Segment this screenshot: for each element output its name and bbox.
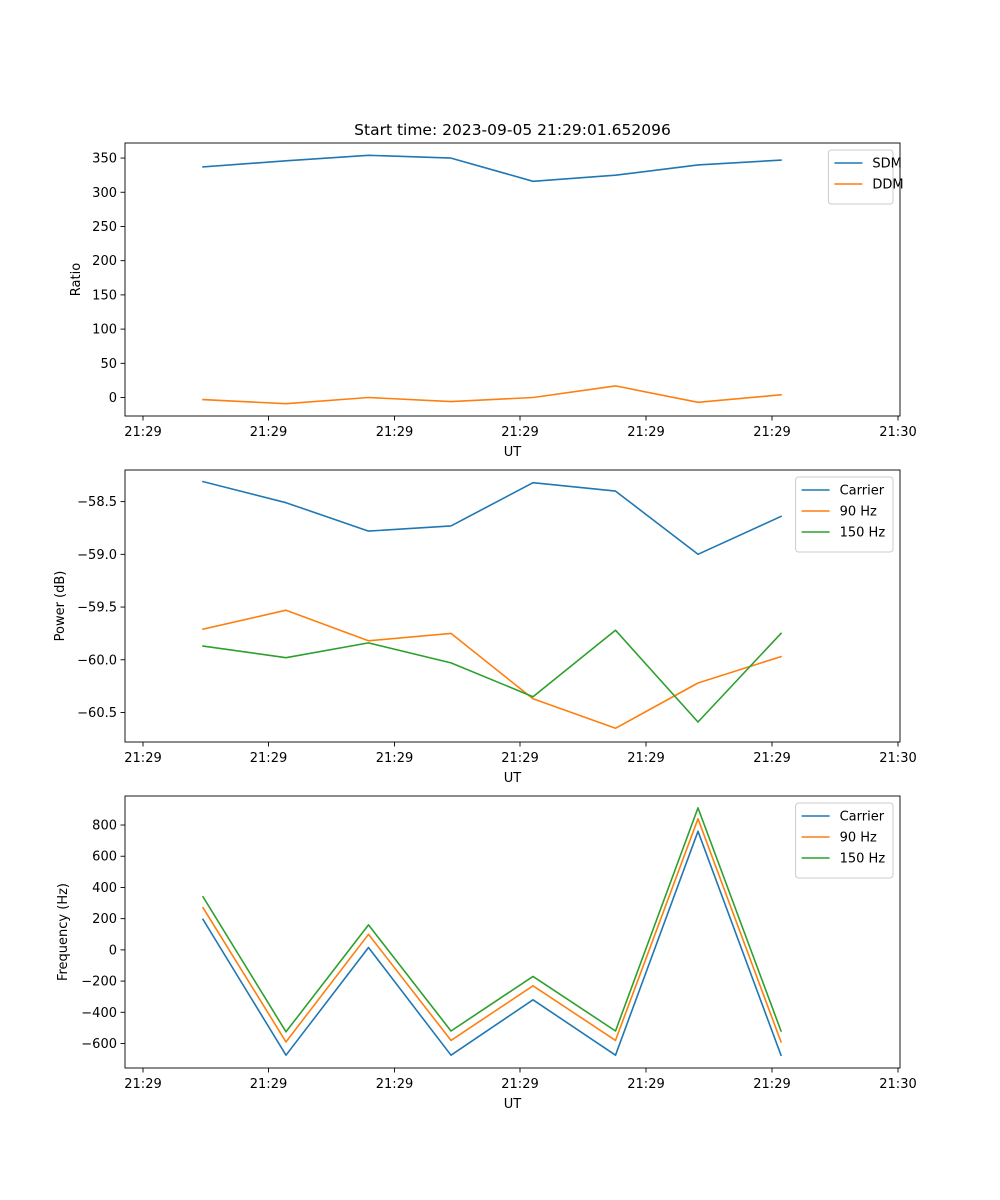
y-tick-label: −60.0 (77, 653, 117, 668)
y-tick-label: −59.0 (77, 548, 117, 563)
legend-label: Carrier (840, 810, 885, 825)
y-tick-label: 200 (92, 912, 117, 927)
x-tick-label: 21:29 (250, 1077, 287, 1092)
y-tick-label: 200 (92, 254, 117, 269)
y-tick-label: 800 (92, 819, 117, 834)
series-line-sdm (202, 154, 782, 183)
x-tick-label: 21:30 (879, 751, 916, 766)
y-tick-label: −58.5 (77, 495, 117, 510)
x-tick-label: 21:29 (501, 425, 538, 440)
y-tick-label: −59.5 (77, 601, 117, 616)
y-tick-label: 350 (92, 152, 117, 167)
y-axis-label: Frequency (Hz) (56, 883, 71, 981)
legend-label: SDM (872, 157, 901, 172)
x-tick-label: 21:29 (124, 751, 161, 766)
y-tick-label: −60.5 (77, 706, 117, 721)
chart-title: Start time: 2023-09-05 21:29:01.652096 (354, 121, 671, 139)
x-tick-label: 21:29 (250, 751, 287, 766)
y-tick-label: 100 (92, 323, 117, 338)
legend-box (795, 476, 894, 553)
series-line-ddm (202, 385, 782, 405)
y-tick-label: 300 (92, 186, 117, 201)
legend-box (795, 802, 894, 879)
legend-label: 150 Hz (840, 526, 886, 541)
legend: Carrier 90 Hz 150 Hz (795, 802, 894, 879)
series-line-150-hz (201, 807, 783, 1033)
subplot-2: 21:29 21:29 21:29 21:29 21:29 21:29 21:30 UT −58… (53, 469, 917, 786)
y-tick-label: 400 (92, 881, 117, 896)
y-tick-label: −200 (81, 975, 117, 990)
y-tick-label: −400 (81, 1006, 117, 1021)
series-line-150-hz (202, 629, 783, 723)
y-tick-label: 150 (92, 288, 117, 303)
x-tick-label: 21:29 (753, 1077, 790, 1092)
x-tick-label: 21:29 (753, 425, 790, 440)
series-line-carrier (201, 830, 783, 1057)
x-tick-label: 21:29 (753, 751, 790, 766)
x-tick-label: 21:29 (627, 1077, 664, 1092)
legend: Carrier 90 Hz 150 Hz (795, 476, 894, 553)
plot-frame (124, 795, 901, 1069)
x-tick-label: 21:29 (376, 1077, 413, 1092)
x-tick-label: 21:29 (124, 1077, 161, 1092)
x-axis-label: UT (504, 771, 522, 786)
y-tick-label: 600 (92, 850, 117, 865)
y-tick-label: 50 (100, 357, 117, 372)
x-tick-label: 21:29 (627, 751, 664, 766)
series-line-90-hz (202, 609, 783, 730)
legend-label: Carrier (840, 484, 885, 499)
legend-label: 150 Hz (840, 852, 886, 867)
y-tick-label: 0 (109, 943, 117, 958)
y-tick-label: −600 (81, 1037, 117, 1052)
x-tick-label: 21:30 (879, 425, 916, 440)
y-tick-label: 250 (92, 220, 117, 235)
x-tick-label: 21:29 (124, 425, 161, 440)
legend-label: DDM (872, 178, 903, 193)
series-line-90-hz (201, 817, 783, 1043)
x-tick-label: 21:30 (879, 1077, 916, 1092)
legend: SDM DDM (827, 149, 904, 205)
y-axis-label: Ratio (69, 263, 84, 296)
x-tick-label: 21:29 (501, 1077, 538, 1092)
x-tick-label: 21:29 (376, 425, 413, 440)
legend-label: 90 Hz (840, 505, 877, 520)
x-axis-label: UT (504, 445, 522, 460)
x-tick-label: 21:29 (627, 425, 664, 440)
subplot-3: 21:29 21:29 21:29 21:29 21:29 21:29 21:30 UT −60… (56, 795, 917, 1112)
y-axis-label: Power (dB) (53, 571, 68, 642)
legend-label: 90 Hz (840, 831, 877, 846)
x-tick-label: 21:29 (376, 751, 413, 766)
series-line-carrier (202, 480, 783, 556)
x-axis-label: UT (504, 1097, 522, 1112)
subplot-1: Start time: 2023-09-05 21:29:01.652096 21… (69, 121, 917, 460)
y-tick-label: 0 (109, 391, 117, 406)
plot-frame (124, 469, 901, 743)
x-tick-label: 21:29 (250, 425, 287, 440)
x-tick-label: 21:29 (501, 751, 538, 766)
plot-frame (124, 142, 901, 417)
